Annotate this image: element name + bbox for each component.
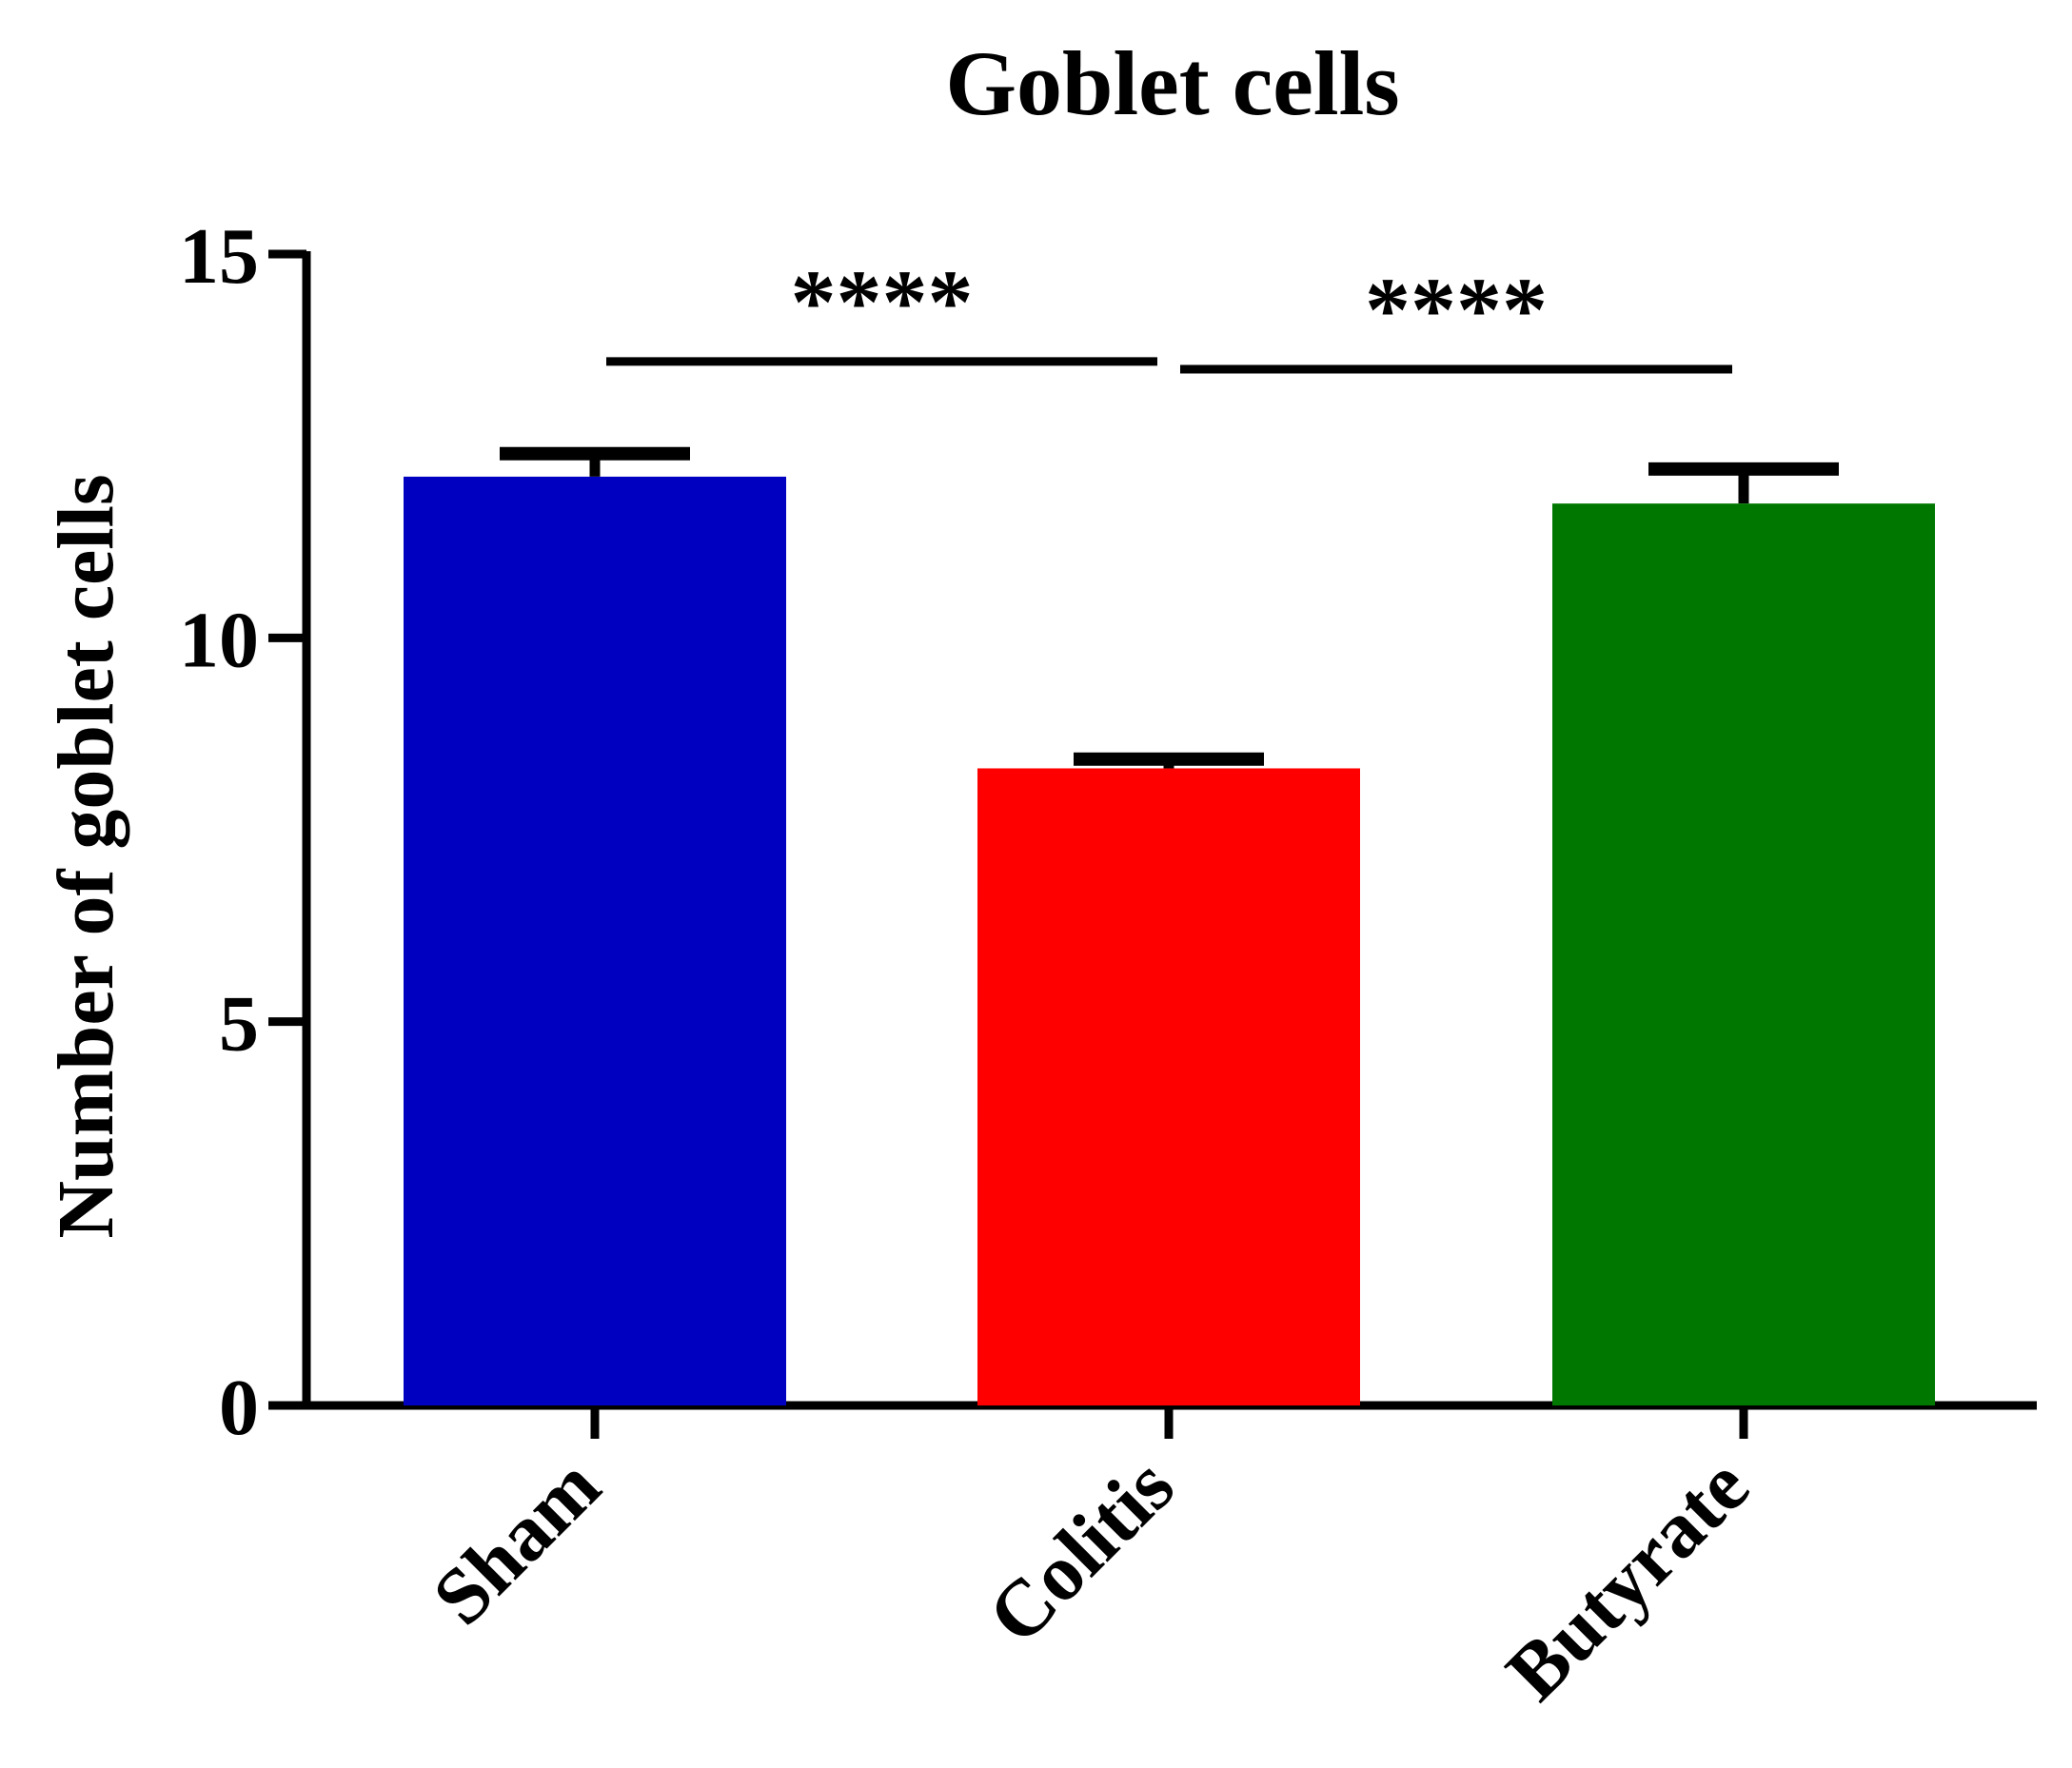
bar-butyrate	[1552, 503, 1935, 1405]
significance-label: ****	[1365, 259, 1548, 361]
chart-title: Goblet cells	[945, 32, 1399, 134]
bar-sham	[404, 476, 786, 1405]
y-tick-label: 0	[219, 1364, 259, 1452]
y-tick-label: 15	[179, 212, 259, 301]
bar-colitis	[977, 768, 1360, 1405]
error-bar-butyrate	[1648, 462, 1839, 504]
x-tick-label-colitis: Colitis	[972, 1442, 1192, 1661]
significance-1: ****	[606, 251, 1157, 366]
y-tick-label: 10	[179, 596, 259, 684]
y-tick-label: 5	[219, 980, 259, 1069]
significance-annotations: **** ****	[606, 251, 1732, 374]
x-tick-label-sham: Sham	[416, 1442, 617, 1642]
x-ticks: Sham Colitis Butyrate	[416, 1405, 1766, 1718]
error-bars	[500, 446, 1839, 769]
y-ticks: 0 5 10 15	[179, 212, 306, 1452]
y-axis-label: Number of goblet cells	[42, 474, 130, 1238]
x-tick-label-butyrate: Butyrate	[1490, 1442, 1766, 1718]
significance-2: ****	[1180, 259, 1732, 374]
significance-label: ****	[791, 251, 974, 353]
bars	[404, 476, 1935, 1405]
error-bar-sham	[500, 446, 690, 477]
error-bar-colitis	[1074, 752, 1264, 769]
